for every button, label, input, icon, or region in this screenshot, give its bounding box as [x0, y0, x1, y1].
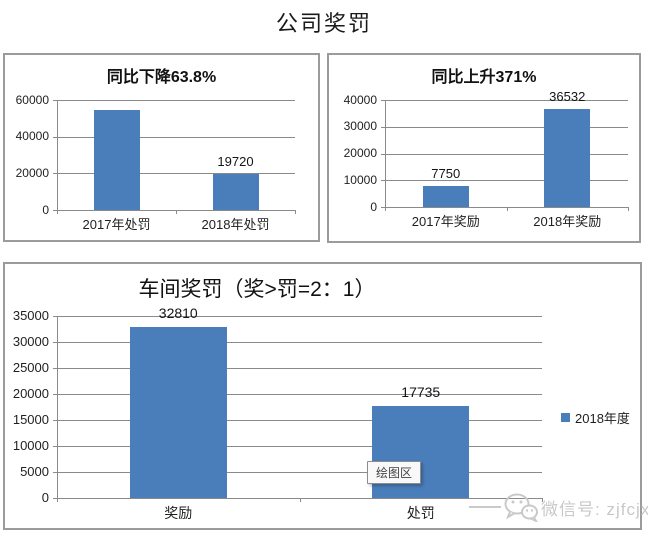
- x-axis-tick: [295, 210, 296, 214]
- category-label: 2017年奖励: [411, 214, 480, 229]
- chart-bar[interactable]: [544, 109, 591, 207]
- gridline: [57, 420, 542, 421]
- x-axis-tick: [385, 207, 386, 211]
- y-axis: [57, 316, 58, 498]
- y-axis-tick: [53, 210, 57, 211]
- x-axis-tick: [299, 498, 301, 502]
- category-label: 2018年奖励: [533, 214, 602, 229]
- y-axis-label: 0: [42, 202, 49, 217]
- gridline: [57, 394, 542, 395]
- y-axis-label: 30000: [12, 333, 49, 349]
- chart-bar[interactable]: [372, 405, 470, 498]
- gridline: [385, 153, 628, 155]
- y-axis-label: 10000: [343, 172, 377, 187]
- legend-marker-icon: [561, 413, 570, 422]
- gridline: [57, 342, 542, 343]
- y-axis: [57, 100, 58, 210]
- x-axis-tick: [57, 210, 58, 214]
- y-axis-label: 5000: [20, 463, 49, 479]
- chart-legend[interactable]: 2018年度: [561, 408, 630, 427]
- y-axis-tick: [53, 472, 57, 473]
- category-label: 2017年处罚: [82, 217, 151, 232]
- y-axis-label: 10000: [12, 437, 49, 453]
- x-axis-tick: [57, 498, 58, 502]
- watermark: 微信号: zjfcjx: [469, 492, 648, 522]
- y-axis-tick: [53, 173, 57, 175]
- workshop-chart-title: 车间奖罚（奖>罚=2：1）: [138, 278, 376, 301]
- y-axis-tick: [53, 342, 57, 343]
- watermark-text: 微信号: zjfcjx: [541, 499, 648, 519]
- y-axis-tick: [381, 126, 385, 128]
- category-label: 2018年处罚: [201, 217, 270, 232]
- plot-area-tooltip: 绘图区: [367, 461, 422, 484]
- y-axis-tick: [381, 207, 385, 208]
- gridline: [385, 180, 628, 182]
- y-axis-label: 40000: [15, 129, 49, 144]
- y-axis-tick: [53, 316, 57, 317]
- page-title: 公司奖罚: [275, 11, 372, 36]
- y-axis-tick: [53, 394, 57, 395]
- gridline: [385, 100, 628, 101]
- reward-chart[interactable]: 同比上升371% 0 10000 20000 30000 40000 7750 2017年奖…: [327, 53, 641, 243]
- gridline: [57, 446, 542, 447]
- y-axis-label: 30000: [343, 119, 377, 134]
- gridline: [57, 136, 295, 138]
- y-axis-label: 60000: [15, 92, 49, 107]
- chart-bar[interactable]: [422, 186, 469, 207]
- y-axis-tick: [381, 153, 385, 155]
- wechat-icon: [504, 493, 538, 522]
- gridline: [57, 100, 295, 101]
- gridline: [57, 368, 542, 369]
- data-label: 17735: [401, 383, 441, 400]
- y-axis-label: 15000: [12, 411, 49, 427]
- watermark-dash: [469, 506, 501, 508]
- y-axis-label: 20000: [15, 165, 49, 180]
- gridline: [57, 472, 542, 473]
- y-axis-tick: [381, 180, 385, 182]
- y-axis-label: 0: [41, 489, 49, 505]
- gridline: [57, 173, 295, 175]
- category-label: 处罚: [406, 505, 435, 521]
- y-axis-tick: [381, 100, 385, 101]
- penalty-chart[interactable]: 同比下降63.8% 0 20000 40000 60000 2017年处罚 19720 20…: [3, 53, 320, 242]
- penalty-chart-title: 同比下降63.8%: [106, 69, 217, 86]
- y-axis-tick: [53, 136, 57, 138]
- y-axis-tick: [53, 368, 57, 369]
- gridline: [57, 316, 542, 317]
- reward-chart-title: 同比上升371%: [431, 69, 537, 86]
- chart-bar[interactable]: [93, 110, 140, 210]
- data-label: 32810: [158, 305, 198, 322]
- workshop-chart[interactable]: 车间奖罚（奖>罚=2：1） 2018年度 绘图区 微信号: zjfcjx 0 50…: [3, 262, 648, 530]
- y-axis-tick: [53, 100, 57, 101]
- chart-bar[interactable]: [129, 327, 227, 498]
- y-axis-tick: [53, 498, 57, 499]
- y-axis-label: 35000: [12, 307, 49, 323]
- y-axis-tick: [53, 446, 57, 447]
- data-label: 7750: [431, 166, 461, 182]
- chart-bar[interactable]: [212, 173, 259, 210]
- gridline: [385, 126, 628, 128]
- category-label: 奖励: [164, 505, 193, 521]
- x-axis-tick: [542, 498, 543, 502]
- y-axis-label: 40000: [343, 92, 377, 107]
- y-axis: [385, 100, 386, 207]
- y-axis-label: 20000: [12, 385, 49, 401]
- x-axis-tick: [628, 207, 629, 211]
- y-axis-label: 25000: [12, 359, 49, 375]
- x-axis-tick: [176, 210, 177, 214]
- y-axis-tick: [53, 420, 57, 421]
- legend-label: 2018年度: [575, 411, 630, 426]
- y-axis-label: 0: [370, 199, 377, 214]
- data-label: 36532: [549, 89, 586, 105]
- x-axis-tick: [506, 207, 508, 211]
- data-label: 19720: [217, 153, 254, 169]
- y-axis-label: 20000: [343, 146, 377, 161]
